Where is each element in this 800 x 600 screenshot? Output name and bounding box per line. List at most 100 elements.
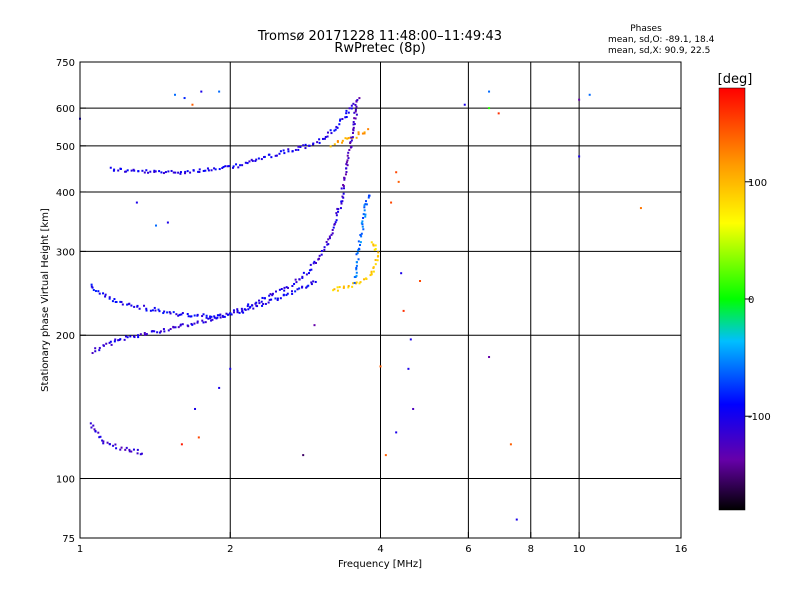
data-point (145, 333, 148, 336)
data-point (363, 209, 366, 212)
data-point (197, 170, 200, 173)
data-point (346, 159, 349, 162)
data-point (108, 296, 111, 299)
data-point (326, 131, 329, 134)
data-point (123, 338, 126, 341)
data-point (488, 90, 491, 93)
data-point (330, 233, 333, 236)
x-axis-label: Frequency [MHz] (338, 559, 422, 570)
data-point (350, 104, 353, 107)
data-point (177, 171, 180, 174)
data-point (283, 286, 286, 289)
data-point (339, 118, 342, 121)
data-point (205, 316, 208, 319)
data-point (231, 166, 234, 169)
data-point (377, 251, 380, 254)
data-point (372, 244, 375, 247)
data-point (223, 315, 226, 318)
colorbar-tick-label: -100 (748, 412, 771, 423)
data-point (308, 269, 311, 272)
data-point (349, 142, 352, 145)
data-point (258, 302, 261, 305)
data-point (269, 293, 272, 296)
data-point (130, 169, 133, 172)
data-point (352, 102, 355, 105)
data-point (275, 154, 278, 157)
data-point (293, 282, 296, 285)
data-point (342, 285, 345, 288)
data-point (323, 246, 326, 249)
data-point (298, 287, 301, 290)
data-point (261, 296, 264, 299)
data-point (376, 255, 379, 258)
stats-line-o: mean, sd,O: -89.1, 18.4 (608, 35, 715, 45)
data-point (204, 169, 207, 172)
data-point (196, 320, 199, 323)
data-point (271, 292, 274, 295)
data-point (167, 329, 170, 332)
data-point (257, 157, 260, 160)
data-point (117, 339, 120, 342)
data-point (578, 98, 581, 101)
data-point (355, 271, 358, 274)
data-point (89, 422, 92, 425)
data-point (328, 235, 331, 238)
data-point (343, 176, 346, 179)
data-point (374, 263, 377, 266)
data-point (345, 171, 348, 174)
data-point (351, 136, 354, 139)
chart-title: Tromsø 20171228 11:48:00–11:49:43 (257, 29, 502, 44)
data-point (321, 137, 324, 140)
data-point (323, 248, 326, 251)
y-tick-label: 600 (56, 104, 75, 115)
data-point (229, 367, 232, 370)
data-point (367, 196, 370, 199)
data-point (191, 323, 194, 326)
data-point (125, 446, 128, 449)
data-point (98, 346, 101, 349)
data-point (364, 213, 367, 216)
data-point (347, 151, 350, 154)
data-point (255, 158, 258, 161)
data-point (92, 289, 95, 292)
data-point (359, 241, 362, 244)
data-point (275, 290, 278, 293)
y-tick-label: 100 (56, 475, 75, 486)
data-point (357, 247, 360, 250)
data-point (285, 286, 288, 289)
data-point (126, 303, 129, 306)
data-point (257, 299, 260, 302)
data-point (305, 273, 308, 276)
data-point (90, 426, 93, 429)
data-point (264, 302, 267, 305)
data-point (372, 243, 375, 246)
data-point (172, 171, 175, 174)
data-point (136, 452, 139, 455)
data-point (351, 285, 354, 288)
data-point (216, 314, 219, 317)
stats-line-x: mean, sd,X: 90.9, 22.5 (608, 46, 710, 56)
data-point (352, 282, 355, 285)
data-point (263, 297, 266, 300)
data-point (374, 244, 377, 247)
data-point (225, 312, 228, 315)
data-point (350, 136, 353, 139)
data-point (98, 436, 101, 439)
data-point (355, 261, 358, 264)
data-point (320, 249, 323, 252)
data-point (302, 454, 305, 457)
data-point (209, 317, 212, 320)
data-point (138, 307, 141, 310)
data-point (355, 264, 358, 267)
data-point (224, 165, 227, 168)
data-point (124, 448, 127, 451)
data-point (337, 208, 340, 211)
data-point (226, 165, 229, 168)
data-point (230, 313, 233, 316)
data-point (359, 234, 362, 237)
data-point (355, 253, 358, 256)
data-point (196, 321, 199, 324)
data-point (246, 162, 249, 165)
data-point (205, 314, 208, 317)
data-point (180, 443, 183, 446)
